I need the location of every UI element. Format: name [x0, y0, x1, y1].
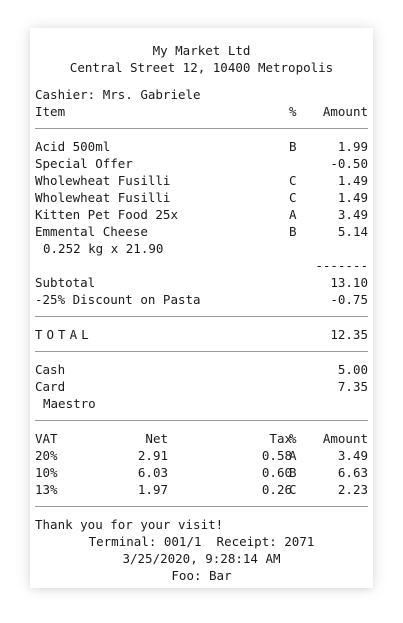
item-weight-detail: 0.252 kg x 21.90	[43, 241, 164, 256]
card-type: Maestro	[43, 396, 96, 411]
item-amount: 1.49	[337, 190, 368, 205]
divider	[35, 128, 368, 129]
item-amount: 1.99	[337, 139, 368, 154]
item-list: Acid 500ml B 1.99 Special Offer -0.50 Wh…	[35, 138, 368, 257]
tax-column-header: %	[289, 104, 297, 119]
payment-amount: 7.35	[337, 379, 368, 394]
divider	[35, 316, 368, 317]
item-row: Emmental Cheese B 5.14	[35, 223, 368, 240]
thank-you-message: Thank you for your visit!	[35, 517, 224, 532]
discount-row: -25% Discount on Pasta -0.75	[35, 291, 368, 308]
item-tax-code: A	[289, 207, 297, 222]
item-name: Acid 500ml	[35, 139, 111, 154]
receipt-content: My Market Ltd Central Street 12, 10400 M…	[35, 42, 368, 584]
item-name: Wholewheat Fusilli	[35, 190, 171, 205]
amount-column-header: Amount	[322, 104, 368, 119]
item-amount: 1.49	[337, 173, 368, 188]
items-header: Item % Amount	[35, 103, 368, 120]
vat-table: VAT Net Tax % Amount 20% 2.91 0.58 A 3.4…	[35, 430, 368, 498]
payment-amount: 5.00	[337, 362, 368, 377]
store-name: My Market Ltd	[152, 43, 251, 58]
vat-rate: 13%	[35, 482, 58, 497]
vat-code: B	[289, 465, 297, 480]
item-tax-code: B	[289, 224, 297, 239]
vat-header-row: VAT Net Tax % Amount	[35, 430, 368, 447]
payment-list: Cash 5.00 Card 7.35 Maestro	[35, 361, 368, 412]
item-amount: 5.14	[337, 224, 368, 239]
vat-amount-column-header: Amount	[322, 431, 368, 446]
divider	[35, 351, 368, 352]
receipt-datetime: 3/25/2020, 9:28:14 AM	[122, 551, 281, 566]
vat-tax: 0.58	[261, 448, 292, 463]
store-address: Central Street 12, 10400 Metropolis	[69, 60, 334, 75]
item-row: Special Offer -0.50	[35, 155, 368, 172]
item-amount: 3.49	[337, 207, 368, 222]
total-label: TOTAL	[35, 327, 93, 342]
vat-amount: 3.49	[337, 448, 368, 463]
subtotal-row: Subtotal 13.10	[35, 274, 368, 291]
item-row: Acid 500ml B 1.99	[35, 138, 368, 155]
vat-code: A	[289, 448, 297, 463]
item-name: Special Offer	[35, 156, 133, 171]
total-amount: 12.35	[330, 327, 368, 342]
vat-amount: 2.23	[337, 482, 368, 497]
subtotal-dashes: -------	[315, 258, 368, 273]
subtotal-label: Subtotal	[35, 275, 96, 290]
subtotal-amount: 13.10	[330, 275, 368, 290]
item-tax-code: C	[289, 173, 297, 188]
vat-net: 1.97	[137, 482, 168, 497]
footer-extra: Foo: Bar	[171, 568, 232, 583]
vat-row: 10% 6.03 0.60 B 6.63	[35, 464, 368, 481]
vat-row: 13% 1.97 0.26 C 2.23	[35, 481, 368, 498]
vat-tax: 0.26	[261, 482, 292, 497]
discount-label: -25% Discount on Pasta	[35, 292, 201, 307]
terminal-receipt-info: Terminal: 001/1 Receipt: 2071	[88, 534, 315, 549]
item-tax-code: B	[289, 139, 297, 154]
vat-column-header: VAT	[35, 431, 58, 446]
vat-code: C	[289, 482, 297, 497]
item-column-header: Item	[35, 104, 66, 119]
item-amount: -0.50	[330, 156, 368, 171]
item-name: Wholewheat Fusilli	[35, 173, 171, 188]
item-tax-code: C	[289, 190, 297, 205]
vat-tax: 0.60	[261, 465, 292, 480]
item-name: Kitten Pet Food 25x	[35, 207, 178, 222]
vat-row: 20% 2.91 0.58 A 3.49	[35, 447, 368, 464]
item-row: Wholewheat Fusilli C 1.49	[35, 172, 368, 189]
vat-code-column-header: %	[289, 431, 297, 446]
discount-amount: -0.75	[330, 292, 368, 307]
vat-net: 2.91	[137, 448, 168, 463]
payment-row: Cash 5.00	[35, 361, 368, 378]
vat-tax-column-header: Tax	[269, 431, 292, 446]
item-row: Wholewheat Fusilli C 1.49	[35, 189, 368, 206]
payment-label: Cash	[35, 362, 66, 377]
item-name: Emmental Cheese	[35, 224, 148, 239]
divider	[35, 420, 368, 421]
vat-rate: 10%	[35, 465, 58, 480]
item-row: Kitten Pet Food 25x A 3.49	[35, 206, 368, 223]
receipt: My Market Ltd Central Street 12, 10400 M…	[30, 28, 373, 588]
net-column-header: Net	[145, 431, 168, 446]
payment-row: Card 7.35	[35, 378, 368, 395]
vat-net: 6.03	[137, 465, 168, 480]
total-row: TOTAL 12.35	[35, 326, 368, 343]
cashier-name: Cashier: Mrs. Gabriele	[35, 87, 201, 102]
vat-rate: 20%	[35, 448, 58, 463]
vat-amount: 6.63	[337, 465, 368, 480]
payment-label: Card	[35, 379, 66, 394]
divider	[35, 506, 368, 507]
